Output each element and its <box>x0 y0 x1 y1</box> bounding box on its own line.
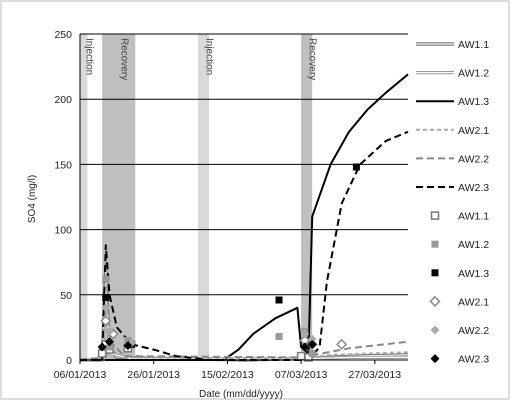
data-point-AW1-3-4 <box>352 163 360 171</box>
legend-item-11: AW2.3 <box>430 354 489 366</box>
y-tick-label-4: 200 <box>54 94 72 106</box>
series-line-AW2-3 <box>80 130 409 361</box>
legend: AW1.1 AW1.2 AW1.3 AW2.1 AW2.2 AW2.3 AW1.1 AW1.2… <box>416 39 489 366</box>
series-line-AW2-1 <box>80 332 409 361</box>
band-label-2: Injection <box>203 38 214 75</box>
legend-label-11: AW2.3 <box>458 354 489 366</box>
legend-swatch-8 <box>431 269 439 277</box>
data-point-AW1-2-3 <box>275 333 283 341</box>
data-point-AW1-2-2 <box>124 336 132 344</box>
legend-label-5: AW2.3 <box>458 182 489 194</box>
data-point-AW2-1-4 <box>336 338 348 350</box>
band-label-3: Recovery <box>307 38 318 80</box>
legend-label-0: AW1.1 <box>458 39 489 51</box>
legend-label-7: AW1.2 <box>458 239 489 251</box>
y-tick-label-0: 0 <box>66 355 72 367</box>
legend-label-4: AW2.2 <box>458 153 489 165</box>
legend-label-3: AW2.1 <box>458 125 489 137</box>
legend-swatch-6 <box>430 211 440 220</box>
x-axis-title: Date (mm/dd/yyyy) <box>199 389 283 400</box>
legend-swatch-11 <box>430 354 440 364</box>
data-point-AW1-3-2 <box>275 296 283 304</box>
x-tick-label-4: 27/03/2013 <box>349 369 402 381</box>
data-point-AW1-1-5 <box>304 353 313 362</box>
x-tick-label-2: 15/02/2013 <box>201 369 254 381</box>
legend-item-5: AW2.3 <box>416 182 489 194</box>
y-tick-label-3: 150 <box>54 159 72 171</box>
legend-item-10: AW2.2 <box>430 325 489 337</box>
band-0 <box>80 34 88 360</box>
band-label-0: Injection <box>84 38 95 75</box>
band-label-1: Recovery <box>119 38 130 80</box>
legend-item-7: AW1.2 <box>431 239 489 251</box>
data-point-AW2-3-4 <box>307 339 317 349</box>
data-point-AW2-3-2 <box>123 341 133 351</box>
data-point-AW2-1-0 <box>100 315 112 327</box>
data-point-AW2-2-1 <box>104 326 114 336</box>
band-3 <box>301 34 313 360</box>
marker-layer <box>97 163 360 362</box>
data-point-AW2-3-0 <box>97 342 107 352</box>
x-tick-label-1: 26/01/2013 <box>127 369 180 381</box>
legend-label-6: AW1.1 <box>458 211 489 223</box>
legend-swatch-7 <box>431 240 439 248</box>
band-2 <box>197 34 209 360</box>
data-point-AW1-2-5 <box>308 349 316 357</box>
data-point-AW1-2-1 <box>105 343 113 351</box>
legend-item-0: AW1.1 <box>416 39 489 51</box>
legend-label-2: AW1.3 <box>458 96 489 108</box>
legend-label-10: AW2.2 <box>458 325 489 337</box>
data-point-AW1-2-0 <box>102 275 110 283</box>
y-tick-label-1: 50 <box>60 290 72 302</box>
y-tick-label-5: 250 <box>54 29 72 41</box>
legend-label-1: AW1.2 <box>458 68 489 80</box>
legend-item-8: AW1.3 <box>431 268 489 280</box>
x-tick-label-3: 07/03/2013 <box>275 369 328 381</box>
bands-layer: Injection Recovery Injection Recovery <box>80 34 318 360</box>
legend-item-3: AW2.1 <box>416 125 489 137</box>
y-axis-title: SO4 (mg/l) <box>27 175 38 223</box>
legend-item-6: AW1.1 <box>430 211 489 223</box>
data-point-AW2-2-3 <box>300 329 310 339</box>
data-point-AW2-3-1 <box>104 337 114 347</box>
legend-item-2: AW1.3 <box>416 96 489 108</box>
legend-label-9: AW2.1 <box>458 296 489 308</box>
data-point-AW1-1-4 <box>296 351 306 361</box>
legend-item-1: AW1.2 <box>416 68 489 80</box>
legend-item-9: AW2.1 <box>429 295 489 308</box>
y-tick-label-2: 100 <box>54 225 72 237</box>
legend-swatch-9 <box>429 295 441 307</box>
data-point-AW1-3-0 <box>102 293 110 301</box>
axes-layer: 0 50 100 150 200 250 06/01/2013 26/01/2013 15/02… <box>54 29 408 381</box>
legend-label-8: AW1.3 <box>458 268 489 280</box>
data-point-AW2-3-3 <box>300 342 310 352</box>
legend-swatch-10 <box>430 325 440 335</box>
legend-item-4: AW2.2 <box>416 153 489 165</box>
data-point-AW2-2-0 <box>101 303 111 313</box>
data-point-AW2-2-4 <box>307 334 317 344</box>
x-tick-label-0: 06/01/2013 <box>54 369 107 381</box>
